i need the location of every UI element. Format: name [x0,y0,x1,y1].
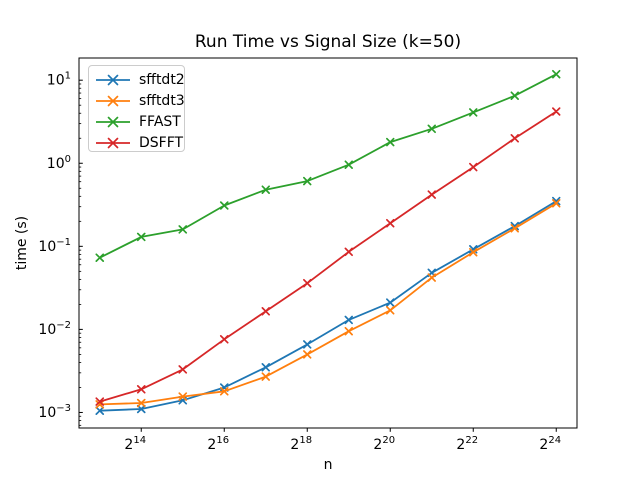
x-axis-label: n [323,457,333,473]
y-tick-label: 10−2 [38,320,71,338]
legend-line-marker-icon [96,95,130,107]
series-markers-sfftdt3 [95,199,561,409]
legend-line-marker-icon [96,116,130,128]
legend: sfftdt2 sfftdt3 FFAST DSFFT [88,65,185,152]
x-tick-label: 224 [539,435,561,453]
y-tick-label: 100 [47,154,71,172]
series-line-DSFFT [99,110,557,403]
x-tick-label: 222 [456,435,478,453]
legend-item-sfftdt2: sfftdt2 [95,70,185,90]
legend-item-sfftdt3: sfftdt3 [95,91,185,111]
legend-item-dsfft: DSFFT [95,133,184,153]
legend-line-marker-icon [96,74,130,86]
legend-item-ffast: FFAST [95,112,184,132]
series-markers-sfftdt2 [95,196,561,415]
axes-frame [78,57,578,429]
x-tick-label: 220 [373,435,395,453]
legend-label: DSFFT [139,135,184,151]
legend-line-marker-icon [96,137,130,149]
legend-label: sfftdt2 [139,72,185,88]
y-tick-label: 10−3 [38,403,71,421]
series-markers-FFAST [95,69,561,262]
series-markers-DSFFT [95,107,561,406]
chart-title: Run Time vs Signal Size (k=50) [194,32,462,52]
legend-label: sfftdt3 [139,93,185,109]
y-tick-label: 10−1 [38,237,71,255]
x-tick-label: 214 [124,435,146,453]
series-line-FFAST [99,73,557,259]
series-line-sfftdt2 [99,200,557,412]
y-axis-label: time (s) [14,215,30,271]
series-line-sfftdt3 [99,202,557,406]
x-tick-label: 216 [207,435,229,453]
x-tick-label: 218 [290,435,312,453]
y-tick-label: 101 [47,71,71,89]
legend-label: FFAST [139,114,181,130]
